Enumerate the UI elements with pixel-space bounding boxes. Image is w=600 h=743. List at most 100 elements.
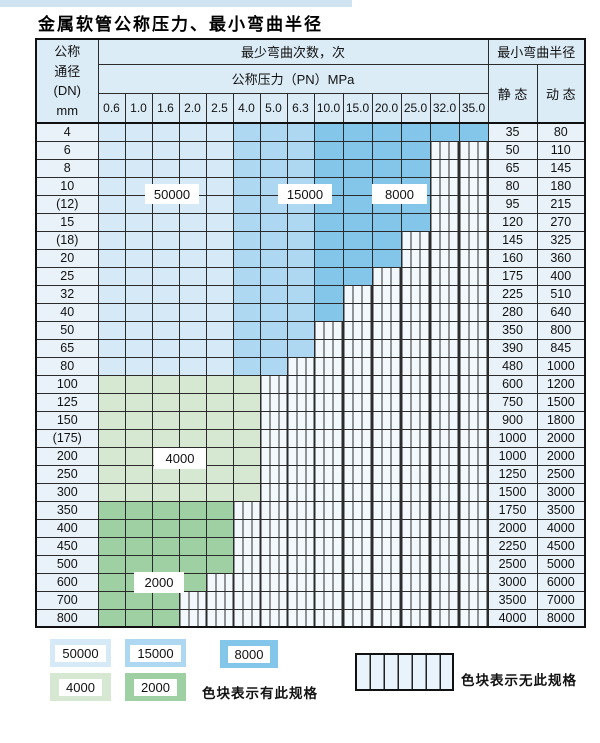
spec-available-cell [400, 140, 431, 160]
spec-available-cell [178, 536, 207, 556]
spec-available-cell [178, 140, 207, 160]
spec-unavailable-cell [371, 518, 402, 538]
spec-available-cell [286, 266, 315, 286]
table-row-dn-6: 6 50 110 [35, 140, 586, 160]
dynamic-radius-cell: 360 [536, 248, 586, 268]
spec-unavailable-cell [342, 284, 373, 304]
pressure-tick-5.0: 5.0 [259, 92, 288, 124]
spec-available-cell [151, 554, 180, 574]
static-radius-cell: 1500 [487, 482, 538, 502]
spec-available-cell [205, 374, 234, 394]
table-row-dn-4: 4 35 80 [35, 122, 586, 142]
static-radius-cell: 160 [487, 248, 538, 268]
spec-available-cell [124, 374, 153, 394]
spec-available-cell [400, 212, 431, 232]
spec-unavailable-cell [313, 392, 344, 412]
spec-unavailable-cell [400, 554, 431, 574]
dn-cell: 10 [35, 176, 99, 196]
spec-available-cell [342, 176, 373, 196]
spec-available-cell [205, 536, 234, 556]
spec-unavailable-cell [178, 608, 207, 628]
spec-unavailable-cell [400, 302, 431, 322]
spec-available-cell [232, 338, 261, 358]
dn-corner-line: (DN) [53, 83, 81, 98]
spec-unavailable-cell [313, 428, 344, 448]
spec-unavailable-cell [400, 248, 431, 268]
spec-unavailable-cell [429, 392, 460, 412]
spec-unavailable-cell [342, 518, 373, 538]
spec-available-cell [259, 230, 288, 250]
spec-available-cell [178, 212, 207, 232]
min-bend-radius-header: 最小弯曲半径 [487, 38, 586, 65]
spec-unavailable-cell [313, 338, 344, 358]
spec-available-cell [97, 320, 126, 340]
static-radius-cell: 120 [487, 212, 538, 232]
spec-available-cell [371, 230, 402, 250]
spec-unavailable-cell [286, 374, 315, 394]
spec-unavailable-cell [400, 392, 431, 412]
spec-unavailable-cell [458, 410, 489, 430]
spec-available-cell [151, 122, 180, 142]
pressure-tick-2.0: 2.0 [178, 92, 207, 124]
spec-unavailable-cell [232, 554, 261, 574]
spec-available-cell [97, 284, 126, 304]
static-radius-cell: 2500 [487, 554, 538, 574]
spec-available-cell [124, 248, 153, 268]
spec-unavailable-cell [400, 608, 431, 628]
spec-available-cell [205, 464, 234, 484]
static-radius-cell: 95 [487, 194, 538, 214]
spec-unavailable-cell [429, 608, 460, 628]
region-label-2000: 2000 [134, 572, 184, 593]
spec-available-cell [232, 482, 261, 502]
pressure-tick-1.0: 1.0 [124, 92, 153, 124]
dn-cell: 800 [35, 608, 99, 628]
spec-unavailable-cell [371, 464, 402, 484]
spec-unavailable-cell [458, 230, 489, 250]
spec-available-cell [371, 158, 402, 178]
spec-available-cell [178, 374, 207, 394]
spec-unavailable-cell [259, 554, 288, 574]
spec-available-cell [97, 482, 126, 502]
spec-unavailable-cell [313, 572, 344, 592]
dynamic-radius-cell: 110 [536, 140, 586, 160]
spec-unavailable-cell [371, 374, 402, 394]
spec-unavailable-cell [458, 266, 489, 286]
static-radius-cell: 65 [487, 158, 538, 178]
dn-corner-header: 公称 通径 (DN) mm [35, 38, 99, 124]
spec-unavailable-cell [400, 590, 431, 610]
spec-available-cell [259, 356, 288, 376]
spec-available-cell [124, 464, 153, 484]
spec-available-cell [97, 158, 126, 178]
spec-unavailable-cell [342, 428, 373, 448]
spec-available-cell [124, 212, 153, 232]
dn-cell: 125 [35, 392, 99, 412]
spec-available-cell [151, 536, 180, 556]
spec-unavailable-cell [371, 536, 402, 556]
spec-available-cell [342, 248, 373, 268]
spec-available-cell [124, 608, 153, 628]
spec-unavailable-cell [429, 500, 460, 520]
spec-available-cell [124, 536, 153, 556]
spec-unavailable-cell [458, 248, 489, 268]
spec-available-cell [232, 230, 261, 250]
spec-unavailable-cell [429, 554, 460, 574]
legend-hatch-box [355, 653, 454, 691]
spec-unavailable-cell [429, 518, 460, 538]
spec-unavailable-cell [400, 266, 431, 286]
spec-unavailable-cell [371, 608, 402, 628]
dynamic-radius-cell: 4000 [536, 518, 586, 538]
spec-unavailable-cell [259, 572, 288, 592]
static-radius-cell: 4000 [487, 608, 538, 628]
spec-available-cell [259, 302, 288, 322]
dynamic-radius-cell: 4500 [536, 536, 586, 556]
spec-unavailable-cell [342, 554, 373, 574]
spec-available-cell [205, 302, 234, 322]
spec-available-cell [232, 410, 261, 430]
spec-available-cell [124, 410, 153, 430]
table-row-dn-150: 150 900 1800 [35, 410, 586, 430]
region-label-4000: 4000 [154, 448, 206, 469]
dynamic-radius-cell: 7000 [536, 590, 586, 610]
spec-available-cell [400, 122, 431, 142]
dn-cell: 300 [35, 482, 99, 502]
spec-available-cell [232, 392, 261, 412]
